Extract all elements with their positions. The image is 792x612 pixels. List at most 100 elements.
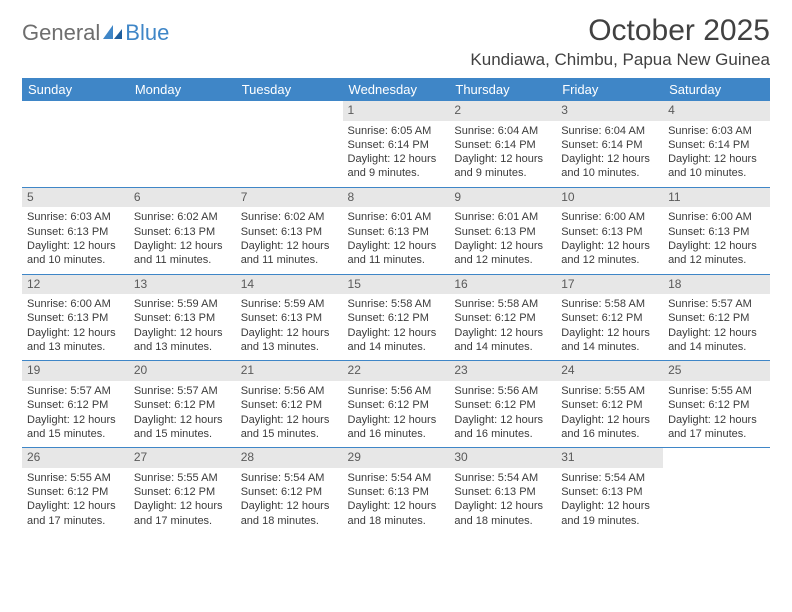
day-number: 31 [556, 448, 663, 468]
day-number: 6 [129, 188, 236, 208]
month-title: October 2025 [470, 14, 770, 48]
day-number: 26 [22, 448, 129, 468]
day-number: 22 [343, 361, 450, 381]
calendar-cell: . [129, 101, 236, 187]
sunset-line: Sunset: 6:12 PM [561, 398, 658, 412]
sunrise-line: Sunrise: 5:54 AM [454, 471, 551, 485]
daylight-line: Daylight: 12 hours and 18 minutes. [454, 499, 551, 528]
day-number: 11 [663, 188, 770, 208]
calendar-cell: 11 Sunrise: 6:00 AMSunset: 6:13 PMDayligh… [663, 187, 770, 274]
daylight-line: Daylight: 12 hours and 15 minutes. [27, 413, 124, 442]
sunrise-line: Sunrise: 6:01 AM [454, 210, 551, 224]
day-number: 14 [236, 275, 343, 295]
daylight-line: Daylight: 12 hours and 10 minutes. [561, 152, 658, 181]
calendar-cell: 17Sunrise: 5:58 AMSunset: 6:12 PMDayligh… [556, 274, 663, 361]
col-thursday: Thursday [449, 78, 556, 101]
calendar-cell: 22Sunrise: 5:56 AMSunset: 6:12 PMDayligh… [343, 361, 450, 448]
col-sunday: Sunday [22, 78, 129, 101]
calendar-cell: 18Sunrise: 5:57 AMSunset: 6:12 PMDayligh… [663, 274, 770, 361]
daylight-line: Daylight: 12 hours and 13 minutes. [27, 326, 124, 355]
sunrise-line: Sunrise: 5:55 AM [134, 471, 231, 485]
day-number: 27 [129, 448, 236, 468]
col-tuesday: Tuesday [236, 78, 343, 101]
sunset-line: Sunset: 6:12 PM [454, 311, 551, 325]
sunrise-line: Sunrise: 5:56 AM [241, 384, 338, 398]
sunset-line: Sunset: 6:13 PM [134, 225, 231, 239]
day-number: 16 [449, 275, 556, 295]
day-number: 19 [22, 361, 129, 381]
calendar-week: 19Sunrise: 5:57 AMSunset: 6:12 PMDayligh… [22, 361, 770, 448]
sunset-line: Sunset: 6:13 PM [454, 225, 551, 239]
sunrise-line: Sunrise: 6:00 AM [27, 297, 124, 311]
day-number: 24 [556, 361, 663, 381]
calendar-cell: 25Sunrise: 5:55 AMSunset: 6:12 PMDayligh… [663, 361, 770, 448]
calendar-cell: 9Sunrise: 6:01 AMSunset: 6:13 PMDaylight… [449, 187, 556, 274]
title-block: October 2025 Kundiawa, Chimbu, Papua New… [470, 14, 770, 70]
daylight-line: Daylight: 12 hours and 13 minutes. [241, 326, 338, 355]
day-number: 13 [129, 275, 236, 295]
col-saturday: Saturday [663, 78, 770, 101]
sunrise-line: Sunrise: 5:58 AM [348, 297, 445, 311]
calendar-cell: 10Sunrise: 6:00 AMSunset: 6:13 PMDayligh… [556, 187, 663, 274]
sunrise-line: Sunrise: 5:55 AM [668, 384, 765, 398]
logo: General Blue [22, 20, 169, 46]
calendar-cell: 15Sunrise: 5:58 AMSunset: 6:12 PMDayligh… [343, 274, 450, 361]
sunset-line: Sunset: 6:12 PM [561, 311, 658, 325]
sunset-line: Sunset: 6:12 PM [668, 311, 765, 325]
logo-text-blue: Blue [125, 20, 169, 46]
sunset-line: Sunset: 6:12 PM [27, 398, 124, 412]
sunrise-line: Sunrise: 5:58 AM [454, 297, 551, 311]
day-number: 15 [343, 275, 450, 295]
sunset-line: Sunset: 6:13 PM [241, 311, 338, 325]
calendar-cell: 23Sunrise: 5:56 AMSunset: 6:12 PMDayligh… [449, 361, 556, 448]
calendar-cell: 3Sunrise: 6:04 AMSunset: 6:14 PMDaylight… [556, 101, 663, 187]
location: Kundiawa, Chimbu, Papua New Guinea [470, 50, 770, 70]
sunset-line: Sunset: 6:13 PM [668, 225, 765, 239]
daylight-line: Daylight: 12 hours and 11 minutes. [241, 239, 338, 268]
day-number: 23 [449, 361, 556, 381]
daylight-line: Daylight: 12 hours and 9 minutes. [454, 152, 551, 181]
calendar-cell: 19 Sunrise: 5:57 AMSunset: 6:12 PMDayligh… [22, 361, 129, 448]
header: General Blue October 2025 Kundiawa, Chim… [22, 14, 770, 70]
sunrise-line: Sunrise: 6:03 AM [27, 210, 124, 224]
day-number: 10 [556, 188, 663, 208]
day-number: 3 [556, 101, 663, 121]
calendar-cell: 20Sunrise: 5:57 AMSunset: 6:12 PMDayligh… [129, 361, 236, 448]
sunset-line: Sunset: 6:13 PM [348, 225, 445, 239]
daylight-line: Daylight: 12 hours and 14 minutes. [454, 326, 551, 355]
calendar-cell: 6Sunrise: 6:02 AMSunset: 6:13 PMDaylight… [129, 187, 236, 274]
sunrise-line: Sunrise: 5:56 AM [348, 384, 445, 398]
daylight-line: Daylight: 12 hours and 13 minutes. [134, 326, 231, 355]
sunrise-line: Sunrise: 5:57 AM [27, 384, 124, 398]
daylight-line: Daylight: 12 hours and 16 minutes. [348, 413, 445, 442]
calendar-cell: 7Sunrise: 6:02 AMSunset: 6:13 PMDaylight… [236, 187, 343, 274]
sunset-line: Sunset: 6:13 PM [454, 485, 551, 499]
day-number: 8 [343, 188, 450, 208]
page-root: General Blue October 2025 Kundiawa, Chim… [0, 0, 792, 544]
sunrise-line: Sunrise: 5:54 AM [241, 471, 338, 485]
sunrise-line: Sunrise: 5:59 AM [241, 297, 338, 311]
calendar-cell: 26Sunrise: 5:55 AMSunset: 6:12 PMDayligh… [22, 448, 129, 534]
calendar-week: 5Sunrise: 6:03 AMSunset: 6:13 PMDaylight… [22, 187, 770, 274]
daylight-line: Daylight: 12 hours and 12 minutes. [561, 239, 658, 268]
daylight-line: Daylight: 12 hours and 9 minutes. [348, 152, 445, 181]
sunrise-line: Sunrise: 5:55 AM [561, 384, 658, 398]
sunset-line: Sunset: 6:13 PM [561, 485, 658, 499]
sunset-line: Sunset: 6:14 PM [454, 138, 551, 152]
day-number: 12 [22, 275, 129, 295]
sunrise-line: Sunrise: 5:57 AM [668, 297, 765, 311]
calendar-cell: 14 Sunrise: 5:59 AMSunset: 6:13 PMDayligh… [236, 274, 343, 361]
calendar-week: ...1Sunrise: 6:05 AMSunset: 6:14 PMDayli… [22, 101, 770, 187]
calendar-cell: 27Sunrise: 5:55 AMSunset: 6:12 PMDayligh… [129, 448, 236, 534]
daylight-line: Daylight: 12 hours and 14 minutes. [348, 326, 445, 355]
calendar-cell: 16 Sunrise: 5:58 AMSunset: 6:12 PMDayligh… [449, 274, 556, 361]
day-number: 29 [343, 448, 450, 468]
sunrise-line: Sunrise: 6:00 AM [668, 210, 765, 224]
sunrise-line: Sunrise: 5:59 AM [134, 297, 231, 311]
sunrise-line: Sunrise: 6:02 AM [134, 210, 231, 224]
calendar-body: ...1Sunrise: 6:05 AMSunset: 6:14 PMDayli… [22, 101, 770, 534]
daylight-line: Daylight: 12 hours and 17 minutes. [134, 499, 231, 528]
sunset-line: Sunset: 6:13 PM [134, 311, 231, 325]
daylight-line: Daylight: 12 hours and 12 minutes. [668, 239, 765, 268]
sunset-line: Sunset: 6:13 PM [241, 225, 338, 239]
